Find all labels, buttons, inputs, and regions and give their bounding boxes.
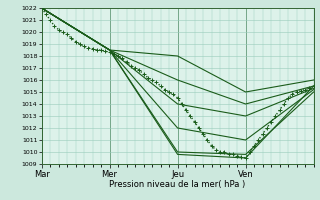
X-axis label: Pression niveau de la mer( hPa ): Pression niveau de la mer( hPa ) — [109, 180, 246, 189]
